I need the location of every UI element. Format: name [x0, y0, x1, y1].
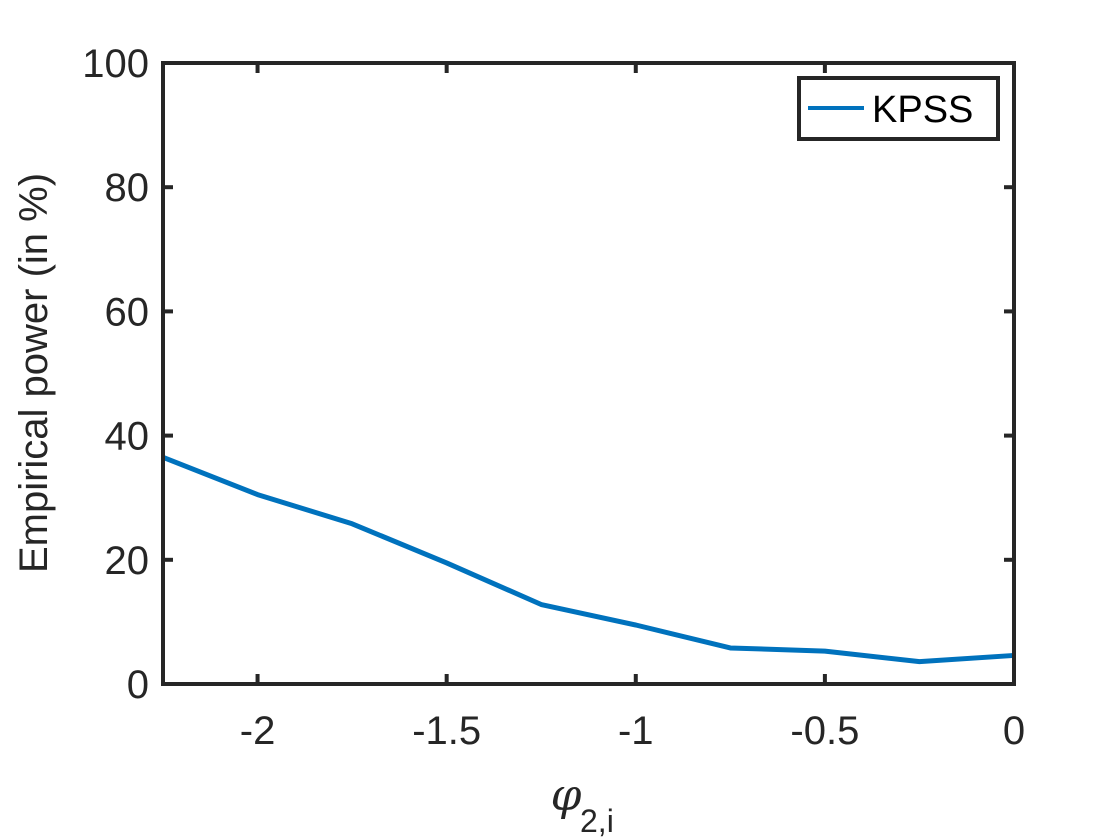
y-tick-label: 80	[105, 166, 150, 210]
legend: KPSS	[797, 76, 1000, 141]
series-layer	[162, 455, 1015, 665]
tick-labels: -2 -1.5 -1 -0.5 0 0 20 40 60 80 100	[82, 42, 1025, 753]
x-tick-label: -1.5	[412, 709, 481, 753]
x-tick-label: 0	[1003, 709, 1025, 753]
x-axis-label: φ 2,i	[551, 770, 614, 839]
legend-box	[797, 76, 1000, 141]
x-tick-label: -2	[240, 709, 276, 753]
x-axis-label-subscript: 2,i	[580, 803, 614, 839]
y-tick-label: 40	[105, 415, 150, 459]
y-tick-label: 0	[127, 663, 149, 707]
y-tick-label: 20	[105, 539, 150, 583]
x-axis-label-symbol: φ	[551, 770, 582, 821]
axes-box	[161, 61, 1016, 686]
plot-area	[163, 63, 1014, 684]
y-axis-label: Empirical power (in %)	[12, 173, 56, 573]
x-tick-label: -0.5	[790, 709, 859, 753]
series-line-kpss	[162, 455, 1015, 665]
y-tick-label: 100	[82, 42, 149, 86]
legend-label-kpss: KPSS	[872, 89, 973, 131]
x-tick-label: -1	[618, 709, 654, 753]
plot-background	[163, 63, 1014, 684]
y-tick-label: 60	[105, 290, 150, 334]
